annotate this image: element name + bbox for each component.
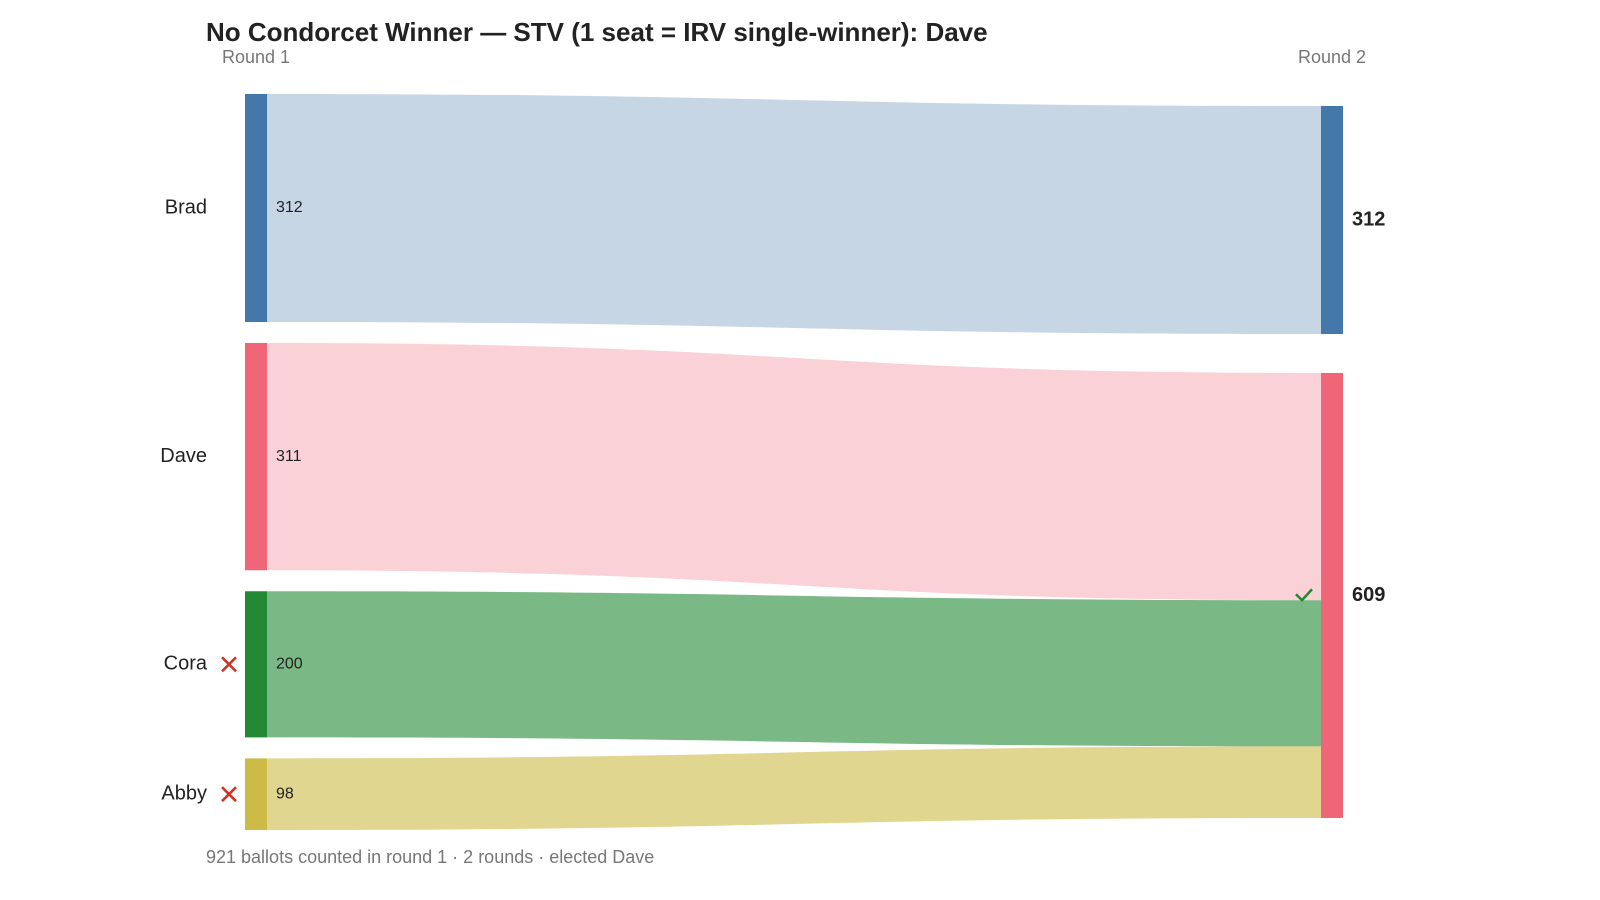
eliminated-mark	[221, 786, 237, 803]
candidate-name: Brad	[165, 196, 207, 218]
node	[245, 591, 267, 738]
flow	[267, 591, 1321, 747]
node	[245, 342, 267, 571]
flow	[267, 342, 1321, 601]
candidate-name: Abby	[161, 782, 207, 804]
eliminated-mark	[221, 656, 237, 673]
chart-title: No Condorcet Winner — STV (1 seat = IRV …	[206, 17, 988, 47]
node	[1321, 106, 1343, 334]
node	[245, 94, 267, 322]
value-label: 312	[1352, 208, 1385, 230]
node	[245, 758, 267, 830]
footer: 921 ballots counted in round 1 · 2 round…	[206, 847, 654, 867]
candidate-name: Cora	[164, 653, 208, 675]
candidate-name: Dave	[160, 445, 207, 467]
elected-mark	[1295, 588, 1313, 603]
flow	[267, 746, 1321, 830]
value-label: 98	[276, 785, 294, 802]
round-label: Round 2	[1298, 47, 1366, 67]
flow	[267, 94, 1321, 334]
value-label: 312	[276, 199, 303, 216]
value-label: 311	[276, 448, 302, 465]
value-label: 200	[276, 656, 303, 673]
value-label: 609	[1352, 584, 1385, 606]
round-label: Round 1	[222, 47, 290, 67]
node	[1321, 372, 1343, 818]
